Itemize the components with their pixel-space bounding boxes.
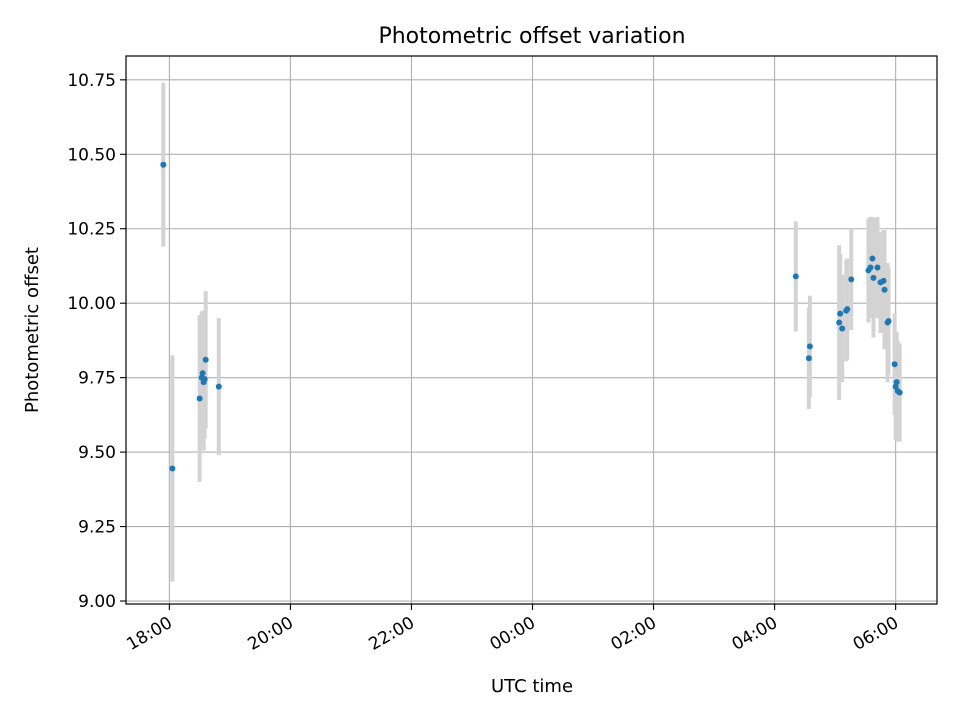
- x-axis-label: UTC time: [491, 676, 573, 697]
- chart-title: Photometric offset variation: [378, 24, 685, 49]
- data-point: [896, 389, 903, 396]
- data-point: [160, 161, 167, 168]
- data-points: [160, 161, 903, 472]
- data-point: [837, 310, 844, 317]
- data-point: [893, 379, 900, 386]
- data-point: [806, 343, 813, 350]
- y-tick-label: 9.50: [78, 443, 116, 463]
- y-axis-label: Photometric offset: [22, 247, 43, 413]
- plot-frame: [125, 55, 938, 605]
- data-point: [805, 355, 812, 362]
- data-point: [891, 361, 898, 368]
- data-point: [880, 277, 887, 284]
- data-point: [202, 356, 209, 363]
- data-point: [881, 286, 888, 293]
- y-tick-label: 9.25: [78, 518, 116, 538]
- data-point: [867, 264, 874, 271]
- data-point: [839, 325, 846, 332]
- y-tick-label: 10.00: [67, 294, 116, 314]
- data-point: [844, 306, 851, 313]
- data-point: [215, 383, 222, 390]
- data-point: [869, 255, 876, 262]
- y-axis-ticks: 9.00 9.25 9.50 9.75 10.00 10.25 10.50 10.75: [67, 71, 126, 612]
- data-point: [836, 319, 843, 326]
- data-point: [792, 273, 799, 280]
- y-tick-label: 9.00: [78, 592, 116, 612]
- y-tick-label: 10.50: [67, 145, 116, 165]
- data-point: [885, 318, 892, 325]
- y-tick-label: 10.25: [67, 220, 116, 240]
- grid: [126, 56, 937, 604]
- data-point: [848, 276, 855, 283]
- data-point: [201, 376, 208, 383]
- data-point: [196, 395, 203, 402]
- y-tick-label: 9.75: [78, 369, 116, 389]
- data-point: [870, 274, 877, 281]
- data-point: [199, 370, 206, 377]
- data-point: [169, 465, 176, 472]
- data-point: [892, 383, 899, 390]
- data-point: [874, 264, 881, 271]
- y-tick-label: 10.75: [67, 71, 116, 91]
